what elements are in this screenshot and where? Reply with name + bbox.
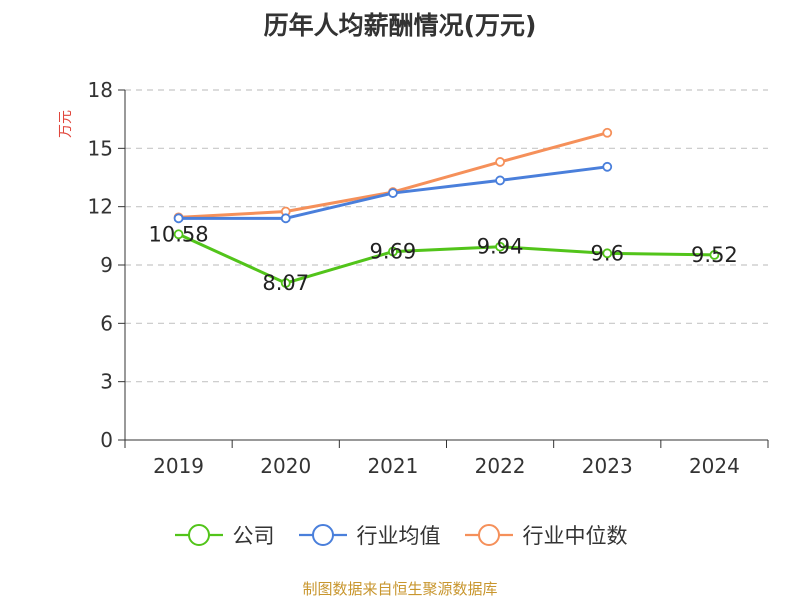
x-tick-label: 2019: [153, 454, 204, 478]
data-point: [602, 127, 613, 138]
data-point: [280, 213, 291, 224]
data-label: 8.07: [262, 271, 309, 295]
data-point: [388, 188, 398, 198]
source-note: 制图数据来自恒生聚源数据库: [302, 580, 498, 598]
data-point: [495, 175, 505, 186]
legend-marker: [174, 524, 223, 546]
legend: 公司 行业均值 行业中位数: [0, 520, 800, 550]
legend-label: 行业中位数: [522, 524, 628, 548]
data-point: [602, 161, 613, 172]
legend-marker: [298, 524, 347, 546]
legend-label: 公司: [232, 524, 275, 548]
x-tick-label: 2023: [582, 454, 633, 478]
data-label: 9.52: [691, 243, 738, 267]
label-layer: 10.58 8.07 9.69 9.94 9.6 9.52: [149, 222, 738, 295]
y-tick-label: 15: [88, 136, 113, 160]
x-tick-label: 2024: [689, 454, 740, 478]
data-point: [709, 249, 720, 260]
data-point: [495, 157, 505, 167]
data-label: 9.94: [477, 235, 524, 259]
data-point: [495, 241, 505, 252]
grid-layer: [125, 89, 768, 383]
x-tick-label: 2022: [475, 454, 526, 478]
series-line-0: [177, 232, 715, 285]
data-point: [173, 213, 184, 224]
data-point: [388, 246, 398, 257]
x-tick-label: 2020: [260, 454, 311, 478]
y-tick-label: 18: [88, 78, 113, 102]
y-tick-label: 6: [100, 311, 113, 335]
x-tick-label: 2021: [367, 454, 418, 478]
legend-marker: [464, 524, 513, 546]
y-tick-label: 12: [88, 195, 113, 219]
y-tick-label: 9: [100, 253, 113, 277]
y-axis-label: 万元: [58, 110, 74, 138]
legend-label: 行业均值: [356, 524, 441, 548]
data-point: [280, 278, 291, 288]
legend-circle: [311, 524, 334, 546]
series-layer: [173, 127, 720, 288]
chart-title: 历年人均薪酬情况(万元): [263, 11, 537, 40]
data-label: 9.6: [591, 241, 624, 265]
data-point: [602, 248, 613, 259]
data-point: [173, 229, 184, 240]
legend-item: 行业中位数: [463, 520, 628, 550]
legend-circle: [187, 524, 210, 546]
legend-item: 行业均值: [297, 520, 441, 550]
data-label: 10.58: [149, 222, 209, 246]
legend-circle: [477, 524, 500, 546]
axis-layer: 0 3 6 9 12 15 18 2019 2020 2021 2022 2023 2024: [88, 78, 769, 478]
data-label: 9.69: [370, 240, 417, 264]
legend-item: 公司: [173, 520, 275, 550]
y-tick-label: 3: [100, 370, 113, 394]
y-tick-label: 0: [100, 428, 113, 452]
